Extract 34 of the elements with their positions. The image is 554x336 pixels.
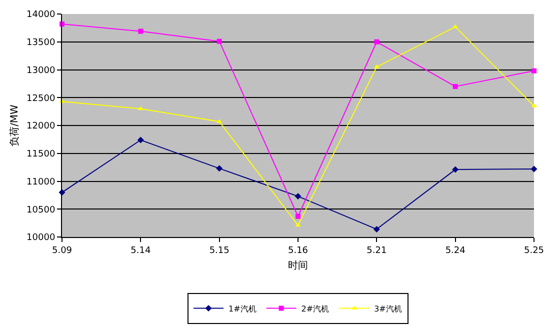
- point: [374, 39, 380, 44]
- point: [452, 166, 459, 173]
- point: [532, 68, 536, 74]
- point: [138, 28, 144, 34]
- x-tick-label: 5.24: [445, 246, 466, 256]
- point: [452, 84, 458, 89]
- x-tick-label: 5.25: [524, 246, 544, 256]
- y-tick-label: 13000: [26, 66, 56, 76]
- y-tick-label: 12000: [26, 122, 56, 132]
- y-tick-label: 12500: [26, 94, 56, 104]
- point: [373, 226, 380, 232]
- x-tick-label: 5.16: [288, 246, 308, 256]
- y-tick-label: 11500: [26, 150, 56, 160]
- legend-label: 3#汽机: [374, 304, 402, 314]
- point: [216, 38, 222, 44]
- x-tick-label: 5.14: [130, 246, 151, 256]
- x-tick-label: 5.21: [366, 246, 387, 256]
- y-tick-label: 13500: [26, 38, 56, 48]
- y-tick-label: 10000: [26, 233, 56, 244]
- y-tick-label: 10500: [26, 205, 56, 216]
- y-axis-title: 负荷/MW: [8, 104, 21, 146]
- point: [296, 214, 300, 219]
- legend-label: 1#汽机: [228, 304, 256, 314]
- x-tick-label: 5.09: [52, 246, 72, 256]
- point: [137, 136, 144, 144]
- point: [216, 165, 223, 172]
- y-tick-label: 11000: [26, 177, 56, 188]
- y-tick-label: 14000: [26, 10, 56, 20]
- legend-label: 2#汽机: [301, 304, 330, 314]
- point: [530, 166, 538, 172]
- point: [295, 222, 301, 227]
- point: [294, 193, 302, 200]
- x-tick-label: 5.15: [209, 246, 230, 256]
- x-axis-title: 时间: [288, 259, 308, 272]
